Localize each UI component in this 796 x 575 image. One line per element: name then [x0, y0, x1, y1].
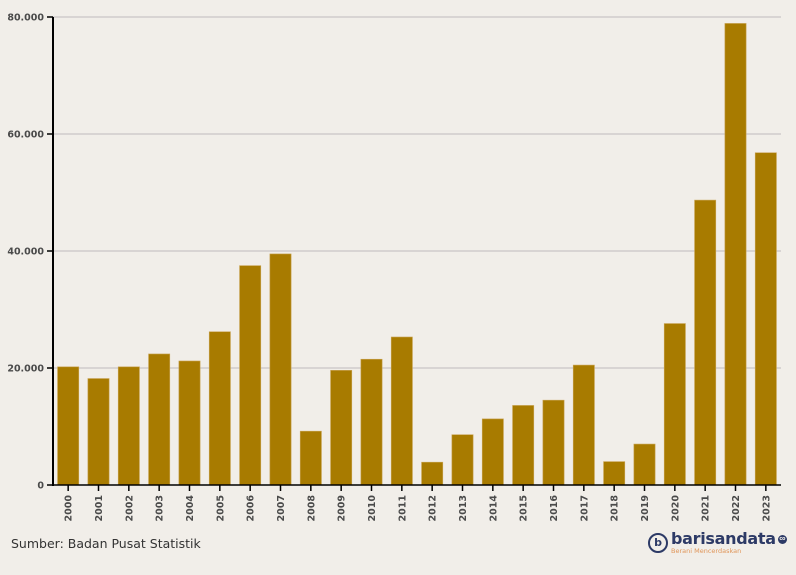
bar-2009: [330, 370, 353, 486]
x-tick-label: 2023: [761, 495, 772, 521]
x-tick-label: 2020: [670, 495, 681, 522]
x-tick-label: 2016: [549, 495, 560, 522]
x-tick-label: 2002: [124, 495, 135, 521]
bar-2007: [269, 253, 292, 486]
bar-2001: [87, 378, 110, 486]
bar-2018: [603, 461, 626, 486]
bar-2021: [694, 199, 717, 486]
y-tick-label: 80.000: [7, 13, 44, 24]
x-tick-label: 2021: [701, 495, 712, 521]
x-tick-label: 2004: [185, 495, 196, 522]
bar-2023: [754, 152, 777, 486]
x-tick-label: 2000: [64, 495, 75, 522]
y-axis: 0 20.000 40.000 60.000 80.000: [7, 13, 54, 492]
brand-logo: b barisandata co Berani Mencerdaskan: [648, 531, 787, 555]
logo-name: barisandata: [671, 529, 776, 548]
source-note: Sumber: Badan Pusat Statistik: [11, 536, 201, 551]
bar-2017: [572, 364, 595, 486]
bars: [57, 23, 777, 486]
logo-icon: b: [648, 532, 668, 553]
x-tick-label: 2008: [306, 495, 317, 522]
x-tick-label: 2022: [731, 495, 742, 521]
x-tick-label: 2011: [397, 495, 408, 521]
x-tick-label: 2015: [519, 495, 530, 521]
logo-suffix: co: [777, 534, 787, 544]
bar-2011: [390, 336, 413, 486]
bar-2019: [633, 443, 656, 486]
x-tick-label: 2001: [94, 495, 105, 521]
x-tick-label: 2009: [337, 495, 348, 521]
y-tick-label: 0: [37, 481, 44, 492]
bar-2005: [208, 331, 231, 486]
bar-2014: [481, 418, 504, 486]
bar-2015: [512, 405, 535, 486]
x-tick-label: 2017: [579, 495, 590, 521]
x-tick-label: 2007: [276, 495, 287, 521]
x-tick-label: 2019: [640, 495, 651, 521]
x-tick-label: 2013: [458, 495, 469, 521]
bar-2010: [360, 358, 383, 486]
bar-2000: [57, 366, 80, 486]
bar-2012: [421, 461, 444, 486]
logo-tagline: Berani Mencerdaskan: [671, 547, 742, 555]
y-tick-label: 40.000: [7, 247, 44, 258]
bar-2006: [239, 265, 262, 486]
x-tick-label: 2014: [488, 495, 499, 522]
x-tick-label: 2003: [155, 495, 166, 521]
x-tick-label: 2018: [610, 495, 621, 522]
x-tick-label: 2012: [428, 495, 439, 521]
bar-2016: [542, 399, 565, 486]
y-tick-label: 20.000: [7, 364, 44, 375]
x-tick-label: 2006: [246, 495, 257, 522]
y-tick-label: 60.000: [7, 130, 44, 141]
bar-2020: [663, 323, 686, 486]
bar-2013: [451, 434, 474, 486]
x-tick-label: 2010: [367, 495, 378, 522]
gridlines: [53, 16, 781, 369]
bar-2008: [299, 430, 322, 486]
bar-2002: [117, 366, 140, 486]
bar-2004: [178, 360, 201, 486]
bar-2022: [724, 23, 747, 486]
bar-2003: [148, 353, 171, 486]
x-tick-label: 2005: [215, 495, 226, 521]
x-axis: 2000 2001 2002 2003 2004 2005 2006 2007 2008 2009…: [53, 484, 781, 522]
